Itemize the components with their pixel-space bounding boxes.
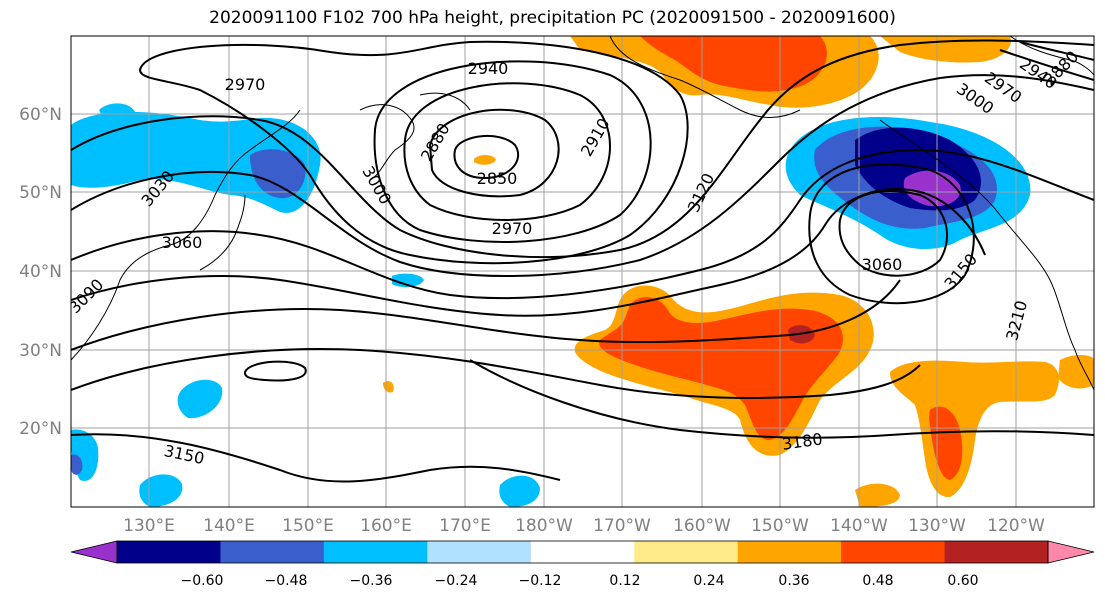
- colorbar-segment: [737, 541, 842, 563]
- colorbar-extension-low: [70, 540, 118, 564]
- longitude-label: 170°E: [439, 516, 491, 536]
- longitude-label: 150°W: [751, 516, 809, 536]
- colorbar-segment: [220, 541, 325, 563]
- colorbar-tick-label: −0.12: [519, 573, 562, 589]
- colorbar-tick-label: 0.60: [947, 573, 978, 589]
- colorbar: [70, 540, 1095, 564]
- contour-label: 2940: [468, 59, 509, 78]
- colorbar-segment: [944, 541, 1049, 563]
- longitude-axis: 130°E 140°E 150°E 160°E 170°E 180°W 170°…: [123, 516, 1045, 536]
- longitude-label: 180°W: [515, 516, 573, 536]
- colorbar-segment: [841, 541, 946, 563]
- precipitation-shading: [71, 36, 1094, 507]
- latitude-label: 40°N: [19, 262, 62, 282]
- contour-label: 3060: [862, 255, 903, 274]
- latitude-axis: 60°N 50°N 40°N 30°N 20°N: [19, 105, 62, 439]
- contour-label: 2970: [492, 219, 533, 238]
- longitude-label: 150°E: [282, 516, 334, 536]
- colorbar-tick-label: 0.24: [693, 573, 724, 589]
- longitude-label: 160°W: [673, 516, 731, 536]
- contour-label: 2850: [477, 169, 518, 188]
- latitude-label: 20°N: [19, 419, 62, 439]
- colorbar-segment: [530, 541, 635, 563]
- latitude-label: 30°N: [19, 341, 62, 361]
- colorbar-ticks: −0.60 −0.48 −0.36 −0.24 −0.12 0.12 0.24 …: [181, 573, 979, 589]
- longitude-label: 140°E: [203, 516, 255, 536]
- contour-label: 3060: [162, 233, 203, 252]
- longitude-label: 130°E: [123, 516, 175, 536]
- contour-label: 2970: [225, 75, 266, 94]
- longitude-label: 130°W: [908, 516, 966, 536]
- colorbar-segment: [427, 541, 532, 563]
- height-contours: [71, 39, 1094, 483]
- longitude-label: 170°W: [593, 516, 651, 536]
- colorbar-tick-label: −0.24: [435, 573, 478, 589]
- map-title: 2020091100 F102 700 hPa height, precipit…: [209, 8, 896, 28]
- colorbar-tick-label: −0.60: [181, 573, 224, 589]
- longitude-label: 140°W: [830, 516, 888, 536]
- colorbar-tick-label: −0.36: [350, 573, 393, 589]
- colorbar-tick-label: 0.36: [778, 573, 809, 589]
- longitude-label: 120°W: [987, 516, 1045, 536]
- colorbar-frame: [116, 540, 1049, 564]
- longitude-label: 160°E: [360, 516, 412, 536]
- colorbar-segment: [323, 541, 428, 563]
- colorbar-tick-label: 0.48: [862, 573, 893, 589]
- colorbar-segment: [117, 541, 221, 563]
- colorbar-tick-label: −0.48: [265, 573, 308, 589]
- latitude-label: 60°N: [19, 105, 62, 125]
- plot-border: [70, 35, 1095, 508]
- latitude-label: 50°N: [19, 183, 62, 203]
- colorbar-extension-high: [1047, 540, 1095, 564]
- colorbar-segment: [634, 541, 739, 563]
- colorbar-tick-label: 0.12: [609, 573, 640, 589]
